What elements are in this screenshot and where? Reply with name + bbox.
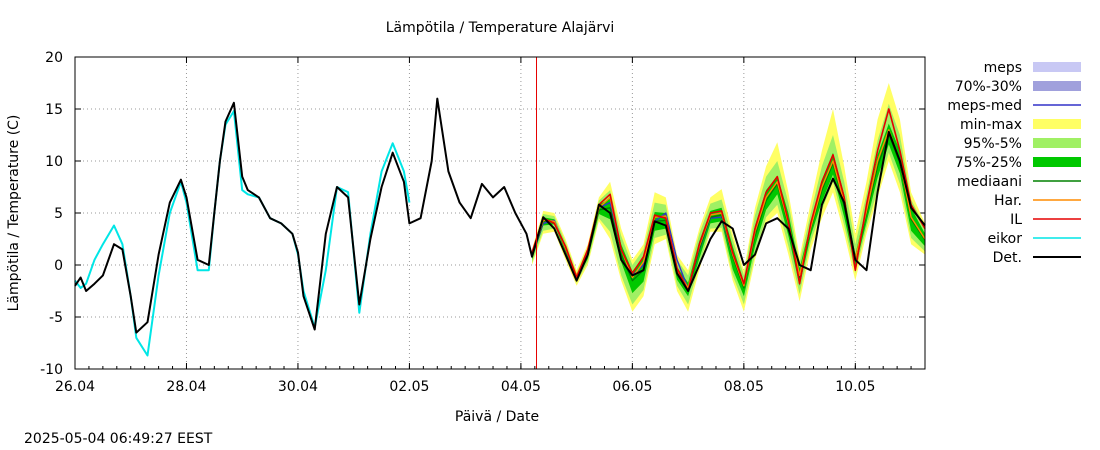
legend-label: eikor: [988, 231, 1023, 247]
legend-label: Det.: [993, 250, 1022, 266]
y-tick-label: -10: [40, 362, 63, 378]
y-tick-label: -5: [49, 310, 63, 326]
legend-swatch: [1033, 119, 1081, 129]
y-tick-label: 15: [45, 102, 63, 118]
legend-swatch: [1033, 62, 1081, 72]
p95-p5-band: [532, 103, 925, 305]
series-eikor-line: [74, 110, 411, 357]
x-tick-label: 26.04: [55, 379, 95, 395]
ensemble-bands: [532, 83, 925, 312]
legend-label: min-max: [960, 117, 1022, 133]
legend-label: 95%-5%: [964, 136, 1022, 152]
x-tick-label: 08.05: [724, 379, 764, 395]
legend-label: meps-med: [947, 98, 1022, 114]
y-tick-label: 10: [45, 154, 63, 170]
x-tick-label: 30.04: [278, 379, 318, 395]
legend: meps 70%-30% meps-med min-max 95%-5% 75%-25% m…: [947, 60, 1081, 266]
series-det--line: [74, 97, 926, 334]
x-tick-label: 28.04: [166, 379, 206, 395]
y-tick-label: 0: [54, 258, 63, 274]
legend-label: 75%-25%: [955, 155, 1022, 171]
timestamp: 2025-05-04 06:49:27 EEST: [24, 431, 213, 447]
x-tick-label: 02.05: [389, 379, 429, 395]
legend-label: Har.: [994, 193, 1022, 209]
legend-label: 70%-30%: [955, 79, 1022, 95]
x-tick-label: 10.05: [835, 379, 875, 395]
legend-label: IL: [1010, 212, 1022, 228]
series-lines: [74, 97, 926, 357]
x-tick-label: 04.05: [501, 379, 541, 395]
plot-frame: [74, 56, 926, 370]
y-tick-label: 5: [54, 206, 63, 222]
x-axis-label: Päivä / Date: [455, 409, 539, 425]
legend-label: meps: [984, 60, 1022, 76]
legend-swatch: [1033, 81, 1081, 91]
y-axis-label: Lämpötila / Temperature (C): [6, 115, 22, 312]
y-tick-label: 20: [45, 50, 63, 66]
chart-title: Lämpötila / Temperature Alajärvi: [386, 20, 615, 36]
grid-lines: [75, 57, 925, 369]
legend-label: mediaani: [957, 174, 1022, 190]
min-max-band: [532, 83, 925, 312]
legend-swatch: [1033, 138, 1081, 148]
legend-swatch: [1033, 157, 1081, 167]
x-tick-label: 06.05: [612, 379, 652, 395]
